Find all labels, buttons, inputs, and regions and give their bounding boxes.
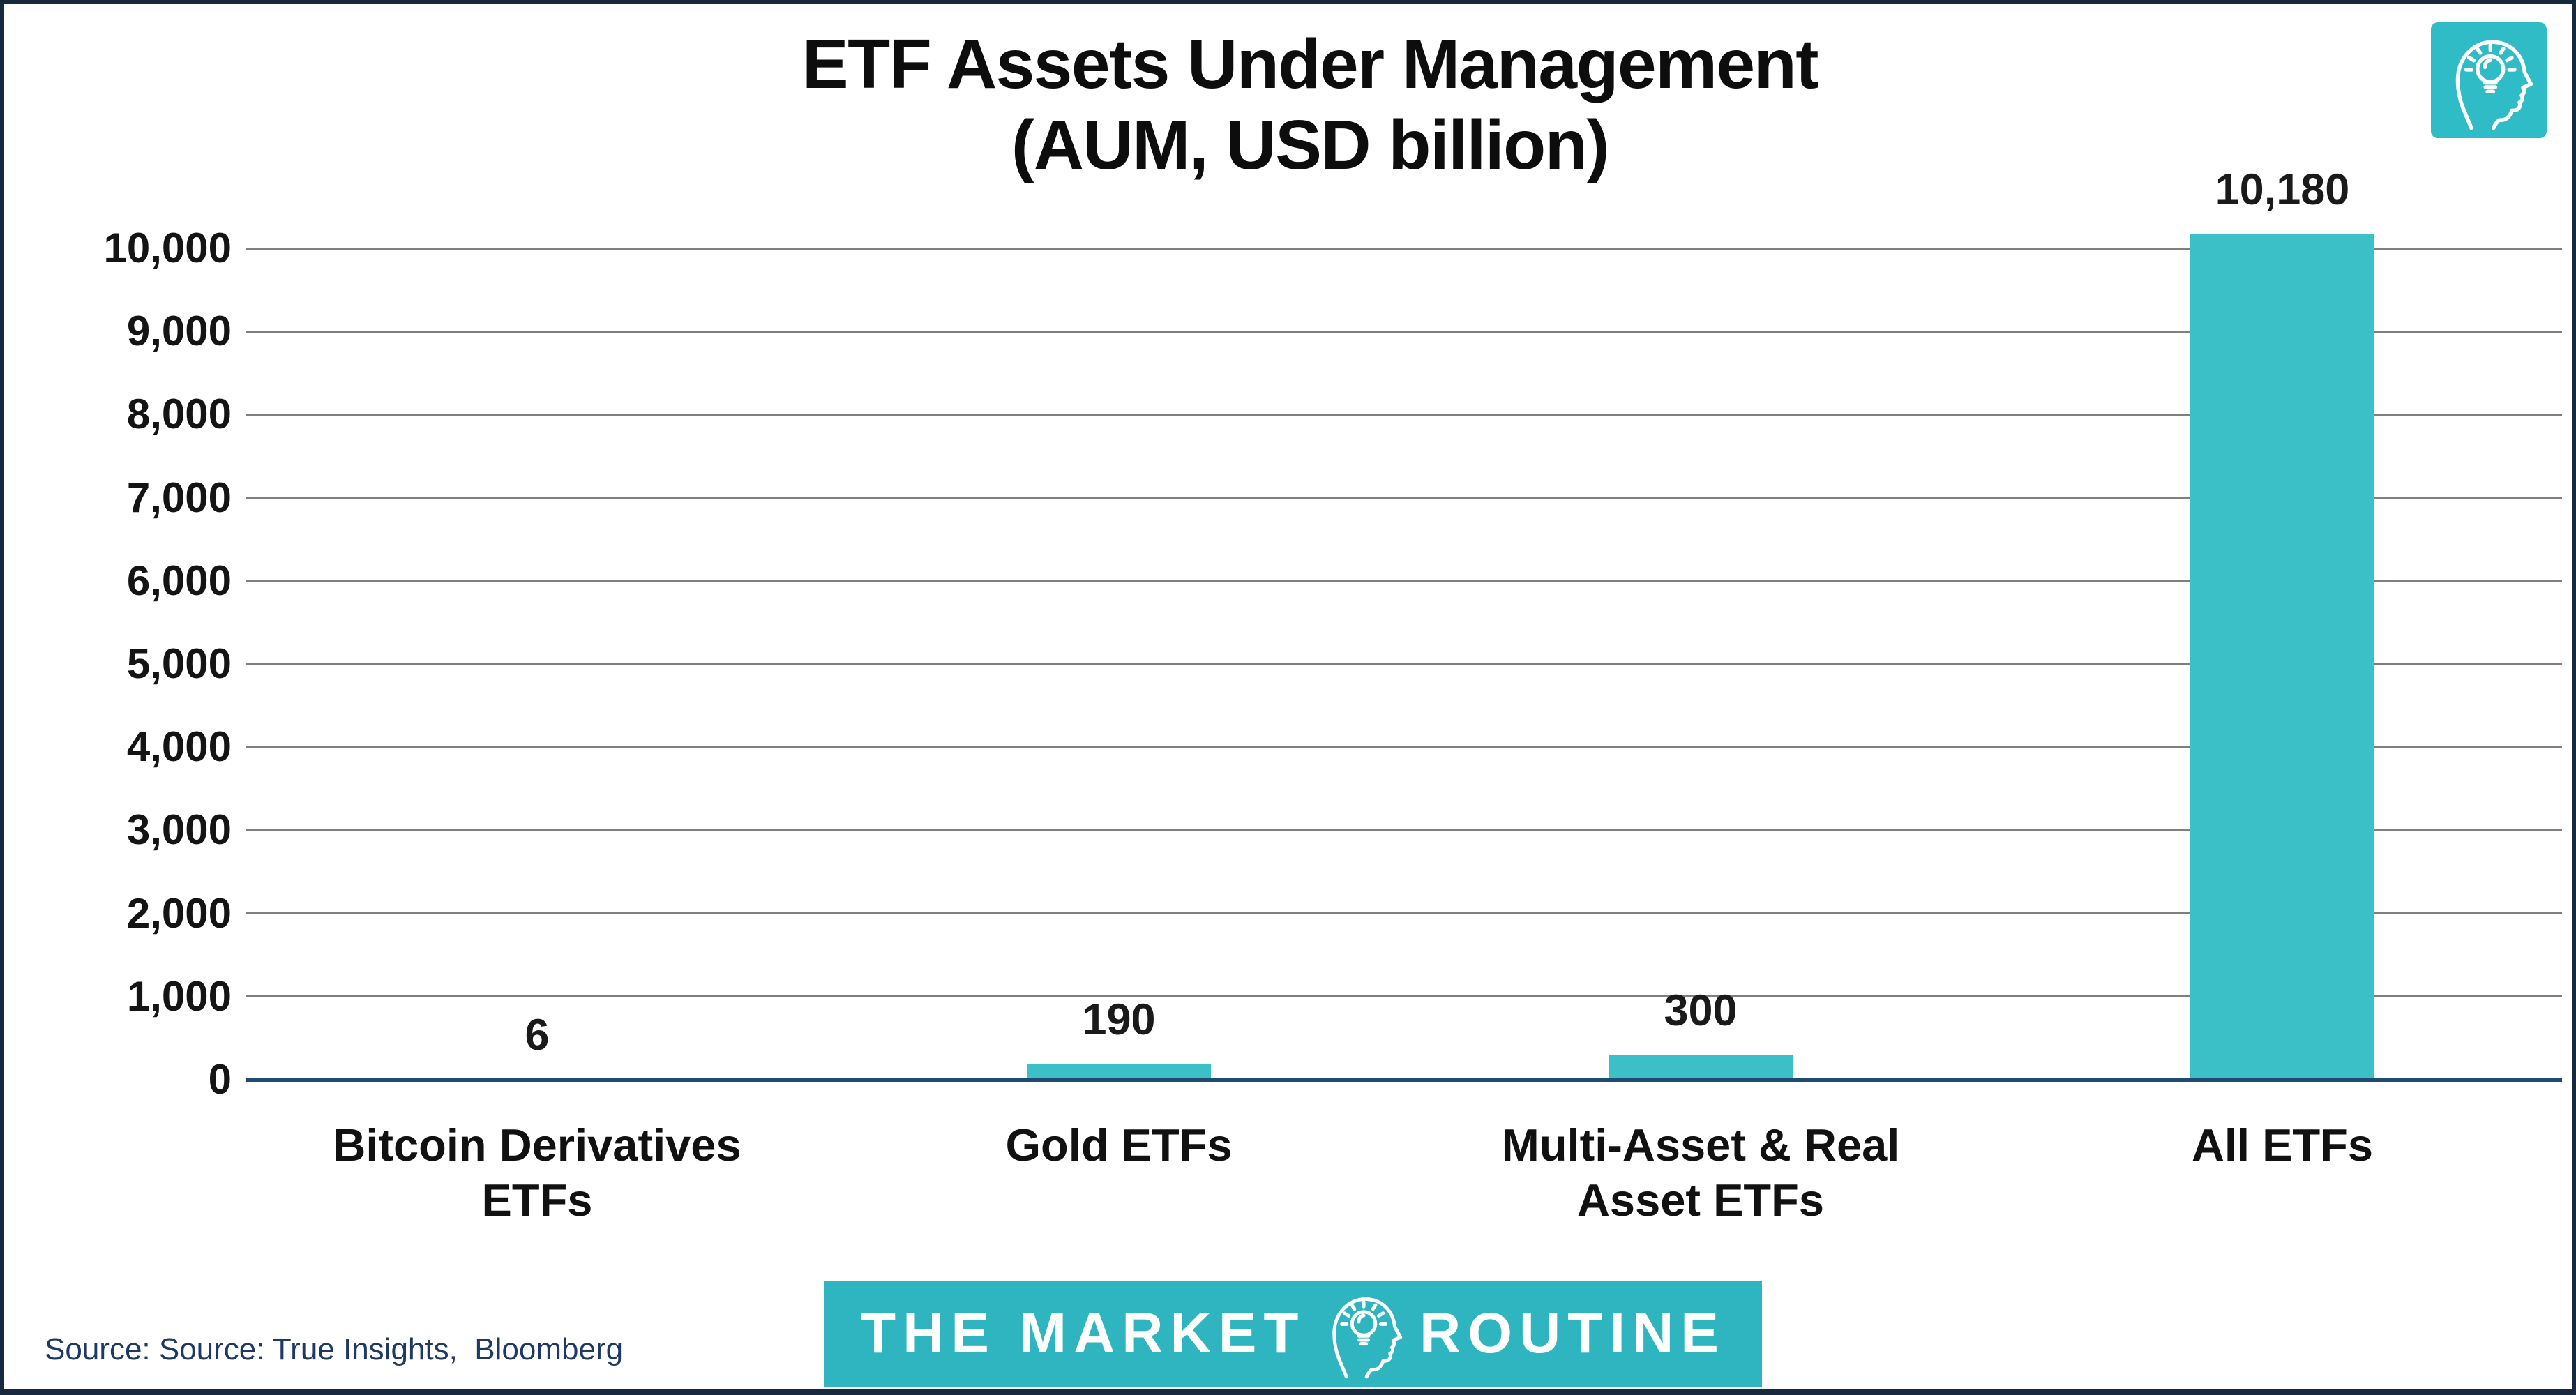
head-lightbulb-icon	[1316, 1288, 1408, 1380]
bar-multi-asset-real-asset-etfs	[1609, 1055, 1793, 1080]
category-label-gold-etfs: Gold ETFs	[1005, 1119, 1233, 1170]
chart-title-line2: (AUM, USD billion)	[1011, 106, 1610, 184]
y-tick-label-4000: 4,000	[126, 723, 232, 771]
banner-text-right: ROUTINE	[1419, 1302, 1726, 1365]
gridline-10000	[246, 247, 2562, 250]
brand-banner: THE MARKET ROUTINE	[824, 1281, 1762, 1387]
y-tick-label-7000: 7,000	[126, 474, 232, 521]
category-label-multi-asset-real-asset-etfs: Multi-Asset & Real Asset ETFs	[1501, 1119, 1900, 1226]
head-lightbulb-icon	[2438, 29, 2540, 131]
y-tick-label-9000: 9,000	[126, 308, 232, 355]
x-axis-line	[246, 1078, 2562, 1082]
chart-title-line1: ETF Assets Under Management	[801, 25, 1819, 103]
y-tick-label-3000: 3,000	[126, 806, 232, 854]
gridline-2000	[246, 912, 2562, 915]
bar-gold-etfs	[1027, 1064, 1211, 1080]
bar-value-label-all-etfs: 10,180	[2215, 165, 2350, 214]
y-tick-label-6000: 6,000	[126, 557, 232, 604]
gridline-1000	[246, 995, 2562, 998]
y-tick-label-1000: 1,000	[126, 972, 232, 1020]
gridline-5000	[246, 663, 2562, 665]
y-tick-label-0: 0	[208, 1056, 232, 1103]
bar-value-label-bitcoin-derivatives-etfs: 6	[525, 1011, 550, 1060]
gridline-6000	[246, 580, 2562, 582]
bar-value-label-multi-asset-real-asset-etfs: 300	[1664, 986, 1738, 1035]
y-tick-label-8000: 8,000	[126, 391, 232, 438]
bar-value-label-gold-etfs: 190	[1082, 995, 1156, 1044]
gridline-9000	[246, 330, 2562, 333]
gridline-4000	[246, 746, 2562, 748]
y-tick-label-2000: 2,000	[126, 889, 232, 937]
gridline-8000	[246, 413, 2562, 416]
brand-logo	[2431, 22, 2547, 138]
y-tick-label-10000: 10,000	[103, 225, 232, 271]
chart-title: ETF Assets Under Management (AUM, USD bi…	[801, 24, 1819, 186]
category-label-all-etfs: All ETFs	[2191, 1119, 2374, 1170]
source-note: Source: Source: True Insights, Bloomberg	[45, 1332, 624, 1366]
gridline-7000	[246, 497, 2562, 499]
bar-all-etfs	[2190, 234, 2374, 1080]
gridline-3000	[246, 829, 2562, 831]
y-tick-label-5000: 5,000	[126, 640, 232, 687]
category-label-bitcoin-derivatives-etfs: Bitcoin Derivatives ETFs	[333, 1119, 741, 1226]
banner-text-left: THE MARKET	[861, 1302, 1306, 1365]
